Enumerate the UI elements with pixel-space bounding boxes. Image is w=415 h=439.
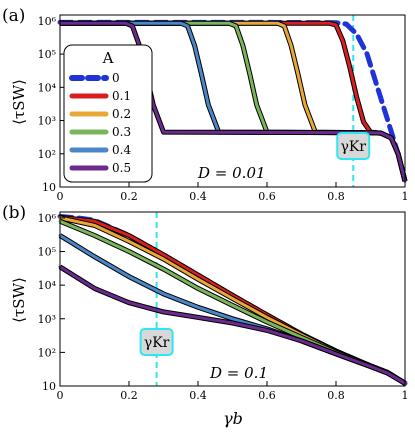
y-tick-label-b: 10³ [38, 313, 56, 326]
gamma-kr-box-a [336, 132, 371, 160]
y-tick-label-b: 10⁴ [38, 279, 57, 292]
series-line-b-0.5 [58, 265, 407, 385]
panel-b: (b) ⟨τSW⟩ 10 10² 10³ 10⁴ 10⁵ 10⁶ 0 0.2 0.4 0.6 0.8… [2, 203, 409, 402]
panel-b-y-axis-label: ⟨τSW⟩ [10, 277, 28, 323]
panel-b-d-annotation: D = 0.1 [209, 364, 268, 382]
x-tick-label-a: 1 [402, 190, 409, 203]
legend-label-0.5: 0.5 [112, 161, 131, 175]
y-tick-label-a: 10³ [38, 115, 56, 128]
x-tick-label-a: 0.2 [120, 190, 138, 203]
gamma-kr-label-a: γKr [340, 139, 366, 155]
y-tick-label-b: 10 [42, 380, 56, 393]
x-tick-label-b: 1 [402, 389, 409, 402]
panel-b-frame [59, 211, 406, 387]
plot-a: 10 10² 10³ 10⁴ 10⁵ 10⁶ 0 0.2 0.4 0.6 0.8 1 γKr [38, 15, 409, 203]
x-tick-label-a: 0 [57, 190, 64, 203]
legend-label-0.2: 0.2 [112, 107, 131, 121]
y-tick-label-a: 10 [42, 181, 56, 194]
gamma-kr-box-b [139, 328, 174, 356]
x-tick-label-b: 0.6 [258, 389, 276, 402]
legend-label-0.3: 0.3 [112, 125, 131, 139]
x-tick-label-a: 0.6 [258, 190, 276, 203]
x-tick-label-a: 0.8 [327, 190, 345, 203]
x-tick-label-b: 0.2 [120, 389, 138, 402]
legend-label-0.4: 0.4 [112, 143, 131, 157]
x-tick-label-b: 0.8 [327, 389, 345, 402]
legend-label-0: 0 [112, 71, 120, 85]
y-tick-label-a: 10⁴ [38, 81, 57, 94]
legend-title: A [102, 49, 114, 67]
panel-a-y-axis-label: ⟨τSW⟩ [10, 79, 28, 125]
legend: A 0 0.1 0.2 0.3 0.4 0.5 [63, 44, 153, 183]
legend-label-0.1: 0.1 [112, 89, 131, 103]
x-tick-label-b: 0 [57, 389, 64, 402]
y-tick-label-b: 10² [38, 346, 56, 359]
panel-b-label: (b) [2, 203, 26, 223]
panel-a-frame [59, 14, 406, 188]
panel-a-d-annotation: D = 0.01 [197, 164, 266, 182]
x-tick-label-b: 0.4 [189, 389, 207, 402]
y-tick-label-b: 10⁶ [38, 212, 57, 225]
x-tick-label-a: 0.4 [189, 190, 207, 203]
y-tick-label-a: 10² [38, 148, 56, 161]
y-tick-label-a: 10⁶ [38, 15, 57, 28]
x-axis-label: γb [223, 409, 243, 428]
legend-entries: 0 0.1 0.2 0.3 0.4 0.5 [69, 71, 131, 175]
plot-b: 10 10² 10³ 10⁴ 10⁵ 10⁶ 0 0.2 0.4 0.6 0.8 1 γKr [38, 212, 409, 402]
y-tick-label-b: 10⁵ [38, 246, 56, 259]
series-line-a-0.5 [58, 21, 407, 183]
gamma-kr-label-b: γKr [144, 335, 170, 351]
panel-a-label: (a) [2, 6, 25, 26]
y-tick-label-a: 10⁵ [38, 48, 56, 61]
